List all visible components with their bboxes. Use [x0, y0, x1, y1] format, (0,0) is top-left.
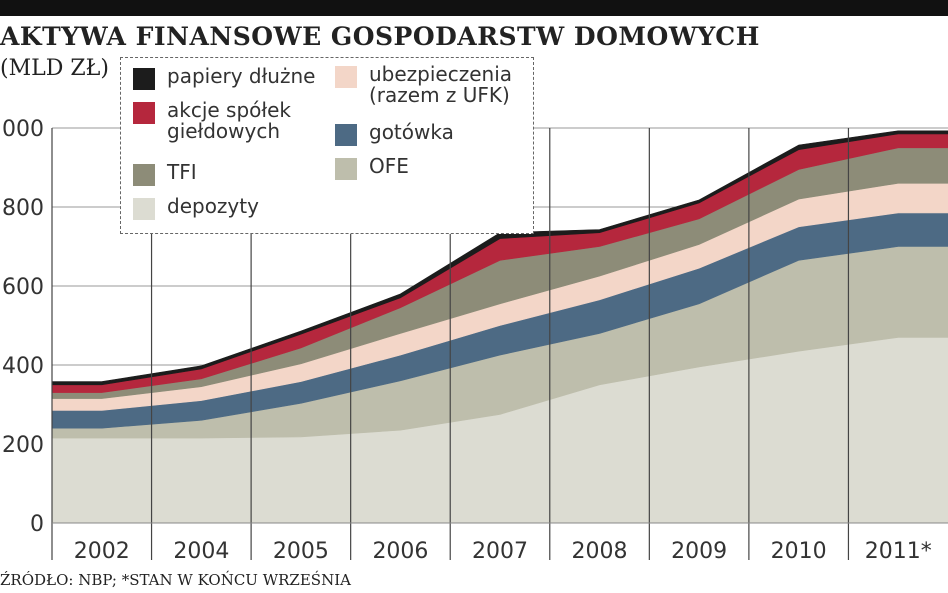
x-tick-label: 2011*	[865, 539, 932, 564]
legend-item-tfi: TFI	[133, 162, 197, 186]
legend-item-depozyty: depozyty	[133, 196, 259, 220]
legend-item-gotowka: gotówka	[335, 122, 454, 146]
x-tick-label: 2007	[472, 539, 528, 564]
legend-swatch-depozyty	[133, 198, 155, 220]
legend-label-depozyty: depozyty	[167, 194, 259, 218]
x-tick-label: 2002	[74, 539, 130, 564]
legend-swatch-akcje	[133, 102, 155, 124]
y-tick-label: 600	[2, 275, 44, 300]
chart-unit: (MLD ZŁ)	[0, 56, 109, 81]
y-tick-label: 800	[2, 196, 44, 221]
y-tick-label: 0	[30, 512, 44, 537]
legend-item-akcje: akcje spółek giełdowych	[133, 100, 291, 142]
legend-label-papiery: papiery dłużne	[167, 64, 316, 88]
x-tick-label: 2010	[771, 539, 827, 564]
area-series-6	[51, 130, 948, 386]
y-tick-label: 400	[2, 354, 44, 379]
legend-label-tfi: TFI	[167, 160, 197, 184]
legend-swatch-ofe	[335, 158, 357, 180]
legend-swatch-gotowka	[335, 124, 357, 146]
legend-label-akcje-line1: akcje spółek	[167, 98, 291, 122]
legend-label-akcje: akcje spółek giełdowych	[167, 100, 291, 142]
legend-label-gotowka: gotówka	[369, 120, 454, 144]
source-note: ŹRÓDŁO: NBP; *STAN W KOŃCU WRZEŚNIA	[0, 571, 351, 589]
y-tick-label: 200	[2, 433, 44, 458]
x-tick-label: 2008	[572, 539, 628, 564]
legend-swatch-tfi	[133, 164, 155, 186]
y-tick-label: 1000	[0, 117, 44, 142]
legend-swatch-papiery	[133, 68, 155, 90]
legend-item-papiery: papiery dłużne	[133, 66, 315, 90]
legend-label-ubezpieczenia-line2: (razem z UFK)	[369, 83, 510, 107]
legend-item-ubezpieczenia: ubezpieczenia (razem z UFK)	[335, 64, 512, 106]
legend: papiery dłużne akcje spółek giełdowych T…	[120, 57, 534, 234]
x-tick-label: 2006	[372, 539, 428, 564]
legend-swatch-ubezpieczenia	[335, 66, 357, 88]
x-tick-label: 2009	[671, 539, 727, 564]
x-tick-label: 2005	[273, 539, 329, 564]
legend-label-ofe: OFE	[369, 154, 409, 178]
legend-label-akcje-line2: giełdowych	[167, 119, 281, 143]
legend-item-ofe: OFE	[335, 156, 409, 180]
legend-label-ubezpieczenia: ubezpieczenia (razem z UFK)	[369, 64, 512, 106]
top-bar	[0, 0, 948, 16]
x-tick-label: 2004	[173, 539, 229, 564]
legend-label-ubezpieczenia-line1: ubezpieczenia	[369, 62, 513, 86]
chart-title: AKTYWA FINANSOWE GOSPODARSTW DOMOWYCH	[0, 22, 760, 51]
